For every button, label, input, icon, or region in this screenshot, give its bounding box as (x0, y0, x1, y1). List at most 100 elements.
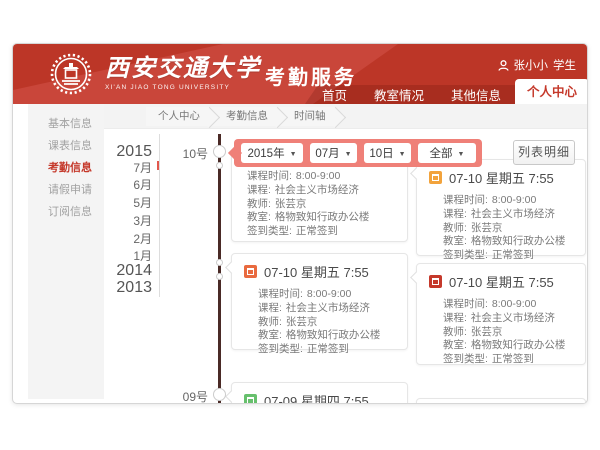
date-filter-bar: 2015年 07月 10日 全部 (234, 139, 482, 167)
row-label: 教师: (443, 221, 467, 234)
nav-item-personal-center-active[interactable]: 个人中心 (515, 79, 587, 104)
university-name-cn: 西安交通大学 (105, 55, 261, 82)
card-rows: 课程时间: 8:00-9:00 课程: 社会主义市场经济 教师: 张芸京 教室: 格物致… (417, 191, 585, 271)
breadcrumb-bar: 个人中心 考勤信息 时间轴 (104, 104, 587, 129)
day-dropdown[interactable]: 10日 (364, 143, 411, 163)
scale-year-2015[interactable]: 2015 (116, 143, 152, 160)
card-title: 07-10 星期五 7:55 (449, 171, 554, 186)
month-dropdown-value: 07月 (315, 148, 340, 160)
row-label: 签到类型: (247, 225, 292, 238)
chevron-down-icon (290, 147, 297, 159)
card-title: 07-10 星期五 7:55 (449, 275, 554, 290)
day-dropdown-value: 10日 (369, 148, 394, 160)
current-month-tick (157, 161, 159, 170)
sidebar-item-subscription-info[interactable]: 订阅信息 (48, 206, 92, 218)
scale-year-2014[interactable]: 2014 (116, 262, 152, 279)
sidebar-item-timetable-info[interactable]: 课表信息 (48, 140, 92, 152)
timeline-node-icon (213, 145, 226, 158)
timeline-line (218, 134, 221, 403)
row-value: 格物致知行政办公楼 (470, 235, 566, 248)
row-label: 课程: (443, 207, 467, 220)
scale-month-3[interactable]: 3月 (133, 214, 152, 228)
row-value: 张芸京 (470, 325, 503, 338)
day-label-10: 10号 (182, 147, 208, 161)
top-nav: 首页 教室情况 其他信息 (322, 85, 501, 104)
signin-type-icon (244, 265, 257, 278)
sidebar-item-basic-info[interactable]: 基本信息 (48, 118, 92, 130)
row-label: 课程: (258, 301, 282, 314)
sidebar-item-attendance-info[interactable]: 考勤信息 (48, 162, 92, 174)
user-role: 学生 (553, 60, 576, 72)
scale-month-1[interactable]: 1月 (133, 249, 152, 263)
user-menu[interactable]: 张小小 学生 (497, 57, 576, 73)
timeline-node-icon (213, 388, 226, 401)
signin-type-icon (244, 394, 257, 403)
row-value: 社会主义市场经济 (274, 183, 359, 196)
row-value: 社会主义市场经济 (470, 311, 555, 324)
attendance-card-partial (416, 398, 586, 403)
row-label: 课程: (247, 183, 271, 196)
row-value: 张芸京 (285, 315, 318, 328)
university-name-en: XI'AN JIAO TONG UNIVERSITY (105, 84, 231, 91)
row-value: 张芸京 (274, 197, 307, 210)
attendance-card: 07-09 星期四 7:55 (225, 382, 408, 404)
scale-axis-line (159, 134, 160, 297)
app-header: 西安交通大学 XI'AN JIAO TONG UNIVERSITY 考勤服务 张… (13, 44, 587, 104)
row-value: 张芸京 (470, 221, 503, 234)
chevron-down-icon (345, 147, 352, 159)
timeline-node-icon (215, 259, 223, 266)
chevron-down-icon (458, 147, 465, 159)
row-label: 教室: (258, 329, 282, 342)
chevron-down-icon (399, 147, 406, 159)
row-label: 课程时间: (443, 194, 488, 206)
scale-year-2013[interactable]: 2013 (116, 279, 152, 296)
nav-item-home[interactable]: 首页 (321, 89, 347, 103)
row-label: 教师: (443, 325, 467, 338)
scale-month-6[interactable]: 6月 (133, 178, 152, 192)
nav-item-other-info[interactable]: 其他信息 (450, 89, 501, 103)
row-label: 教室: (247, 211, 271, 224)
app-window: 西安交通大学 XI'AN JIAO TONG UNIVERSITY 考勤服务 张… (12, 43, 588, 404)
breadcrumb-timeline[interactable]: 时间轴 (278, 107, 336, 126)
row-value: 格物致知行政办公楼 (274, 211, 370, 224)
row-label: 教师: (247, 197, 271, 210)
attendance-card: 07-10 星期五 7:55 课程时间: 8:00-9:00 课程: 社会主义市场经… (410, 159, 586, 261)
row-label: 课程: (443, 311, 467, 324)
row-value: 格物致知行政办公楼 (285, 329, 381, 342)
sidebar-item-leave-request[interactable]: 请假申请 (48, 184, 92, 196)
scale-month-5[interactable]: 5月 (133, 196, 152, 210)
attendance-card: 07-10 星期五 7:55 课程时间: 8:00-9:00 课程: 社会主义市场经… (225, 253, 408, 355)
app-title: 考勤服务 (265, 67, 357, 89)
scale-month-7[interactable]: 7月 (133, 161, 152, 175)
type-dropdown-value: 全部 (429, 148, 453, 160)
user-icon (497, 59, 509, 71)
row-value: 正常签到 (295, 225, 338, 238)
breadcrumb-attendance-info[interactable]: 考勤信息 (210, 107, 278, 126)
day-label-09: 09号 (182, 390, 208, 404)
year-dropdown[interactable]: 2015年 (241, 143, 303, 163)
card-title: 07-09 星期四 7:55 (264, 394, 369, 404)
row-value: 8:00-9:00 (491, 298, 537, 310)
row-label: 课程时间: (258, 288, 303, 300)
timeline-node-icon (215, 273, 223, 280)
attendance-card: 07-10 星期五 7:55 课程时间: 8:00-9:00 课程: 社会主义市场经… (410, 263, 586, 365)
breadcrumb: 个人中心 考勤信息 时间轴 (146, 107, 336, 126)
card-rows: 课程时间: 8:00-9:00 课程: 社会主义市场经济 教师: 张芸京 教室: 格物致… (417, 295, 585, 375)
card-title: 07-10 星期五 7:55 (264, 265, 369, 280)
row-label: 教师: (258, 315, 282, 328)
card-rows: 课程时间: 8:00-9:00 课程: 社会主义市场经济 教师: 张芸京 教室: 格物致… (232, 153, 407, 247)
row-value: 格物致知行政办公楼 (470, 339, 566, 352)
sidebar: 基本信息 课表信息 考勤信息 请假申请 订阅信息 (28, 104, 104, 399)
row-label: 教室: (443, 235, 467, 248)
list-detail-button[interactable]: 列表明细 (513, 140, 575, 165)
attendance-card: 课程时间: 8:00-9:00 课程: 社会主义市场经济 教师: 张芸京 教室: 格物致… (231, 152, 408, 242)
breadcrumb-personal-center[interactable]: 个人中心 (146, 107, 210, 126)
nav-item-classrooms[interactable]: 教室情况 (373, 89, 424, 103)
month-dropdown[interactable]: 07月 (310, 143, 357, 163)
row-value: 8:00-9:00 (491, 194, 537, 206)
scale-month-2[interactable]: 2月 (133, 232, 152, 246)
row-label: 签到类型: (258, 343, 303, 356)
row-value: 社会主义市场经济 (285, 301, 370, 314)
type-dropdown[interactable]: 全部 (418, 143, 476, 163)
user-name: 张小小 (513, 60, 549, 72)
